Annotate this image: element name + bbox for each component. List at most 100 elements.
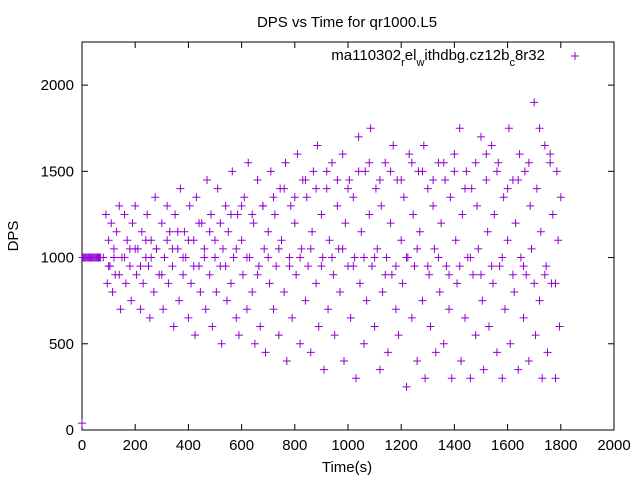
data-point (282, 357, 291, 366)
data-point (445, 270, 454, 279)
data-point (542, 262, 551, 271)
data-point (506, 339, 515, 348)
data-point (185, 201, 194, 210)
data-point (397, 175, 406, 184)
data-point (313, 141, 322, 150)
data-point (548, 210, 557, 219)
x-tick-label: 2000 (597, 437, 630, 454)
data-point (551, 374, 560, 383)
data-point (258, 201, 267, 210)
legend-label-part: r (401, 57, 405, 69)
data-point (248, 288, 257, 297)
x-tick-label: 1800 (544, 437, 577, 454)
data-point (371, 184, 380, 193)
data-point (381, 158, 390, 167)
data-point (450, 150, 459, 159)
data-point (469, 270, 478, 279)
data-point (123, 236, 132, 245)
data-point (365, 158, 374, 167)
data-point (318, 253, 327, 262)
legend-label-part: ma110302 (331, 47, 401, 64)
data-point (120, 253, 129, 262)
data-point (109, 244, 118, 253)
data-point (530, 279, 539, 288)
x-tick-label: 400 (176, 437, 201, 454)
data-point (402, 382, 411, 391)
x-tick-label: 200 (123, 437, 148, 454)
data-point (254, 262, 263, 271)
data-point (488, 279, 497, 288)
data-point (325, 236, 334, 245)
data-point (498, 253, 507, 262)
data-point (391, 305, 400, 314)
data-point (535, 124, 544, 133)
data-point (200, 244, 209, 253)
data-point (407, 158, 416, 167)
data-point (350, 253, 359, 262)
data-point (240, 193, 249, 202)
data-point (442, 262, 451, 271)
data-point (176, 184, 185, 193)
data-point (211, 236, 219, 245)
legend-label-part: ithdbg.cz12b (424, 47, 509, 64)
data-point (232, 313, 241, 322)
data-point (478, 296, 487, 305)
data-point (340, 357, 349, 366)
data-point (535, 296, 544, 305)
data-point (346, 313, 355, 322)
data-point (471, 331, 480, 340)
data-point (218, 244, 227, 253)
data-point (477, 132, 485, 141)
data-point (322, 184, 331, 193)
data-point (471, 158, 480, 167)
data-point (418, 167, 427, 176)
legend-plus-icon (571, 52, 579, 60)
data-point (101, 210, 110, 219)
data-point (173, 227, 182, 236)
data-point (145, 313, 154, 322)
data-point (354, 132, 363, 141)
data-point (120, 210, 129, 219)
x-tick-label: 600 (229, 437, 254, 454)
data-point (99, 253, 108, 262)
data-point (407, 313, 416, 322)
data-point (351, 374, 360, 383)
data-point (415, 227, 424, 236)
data-point (338, 150, 347, 159)
data-point (234, 331, 243, 340)
legend-label: ma110302relwithdbg.cz12bc8r32 (331, 47, 545, 69)
data-point (157, 270, 166, 279)
data-point (238, 270, 247, 279)
data-point (446, 193, 455, 202)
data-point (423, 262, 432, 271)
data-point (429, 175, 438, 184)
data-point (437, 219, 446, 228)
data-point (136, 262, 145, 271)
data-point (149, 288, 158, 297)
data-point (163, 236, 172, 245)
data-point (159, 305, 168, 314)
data-point (277, 236, 286, 245)
data-point (264, 227, 273, 236)
data-point (301, 296, 310, 305)
data-point (359, 339, 368, 348)
data-point (462, 167, 471, 176)
data-point (136, 305, 145, 314)
data-point (410, 262, 419, 271)
data-point (447, 374, 456, 383)
data-point (196, 288, 205, 297)
data-point (538, 374, 547, 383)
data-point (121, 279, 130, 288)
data-point (189, 262, 198, 271)
data-point (274, 331, 283, 340)
data-point (265, 279, 274, 288)
data-point (378, 288, 387, 297)
data-point (281, 158, 290, 167)
data-point (413, 357, 422, 366)
data-point (312, 279, 321, 288)
data-point (540, 270, 549, 279)
data-point (546, 158, 555, 167)
legend-label-part: el (405, 47, 417, 64)
data-point (306, 244, 315, 253)
data-point (423, 184, 432, 193)
